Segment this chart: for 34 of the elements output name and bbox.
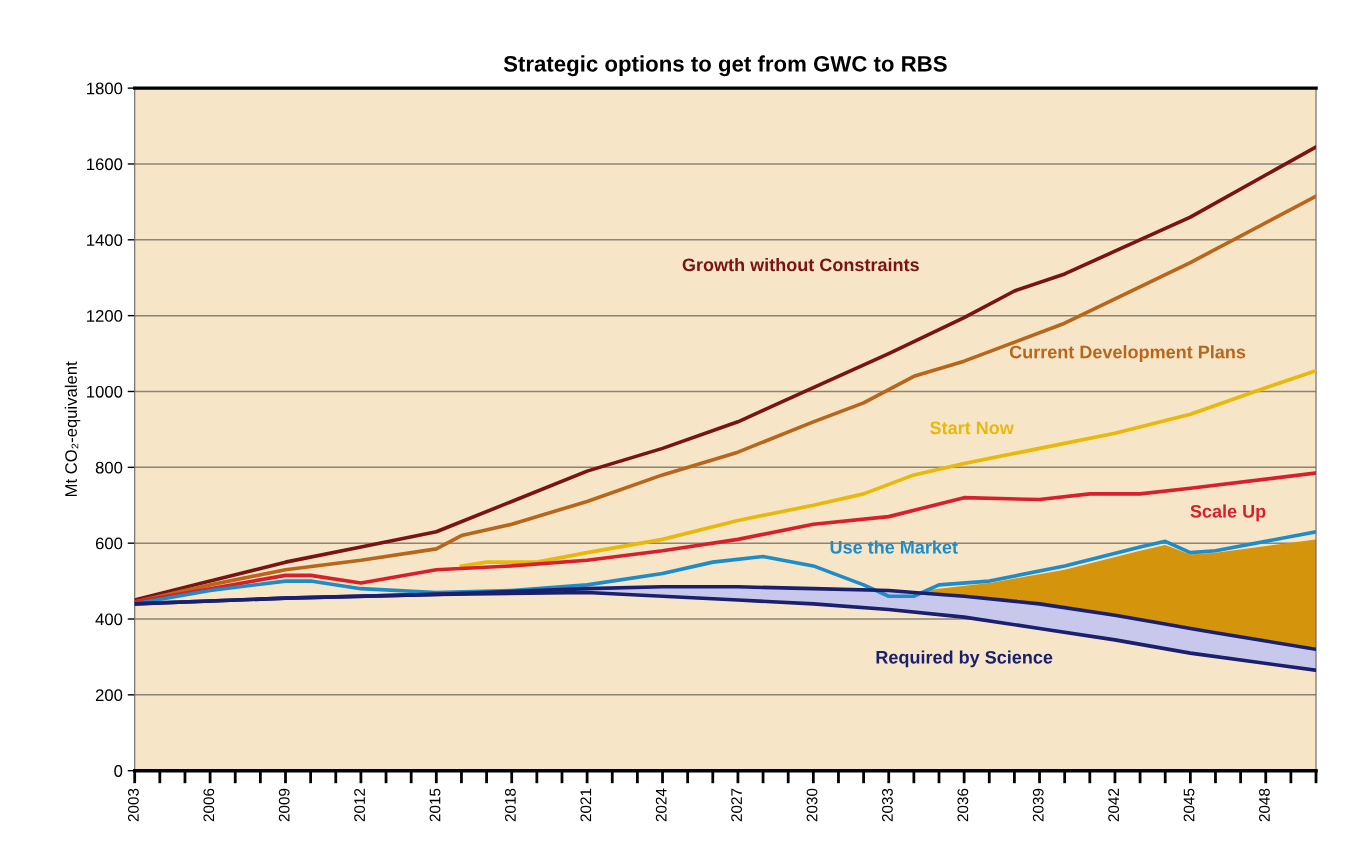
x-tick-label: 2045 — [1183, 788, 1195, 822]
series-label: Use the Market — [830, 540, 958, 554]
x-tick-label: 2021 — [580, 788, 592, 822]
x-tick-label: 2024 — [655, 788, 667, 822]
y-tick-label: 200 — [95, 689, 123, 702]
y-tick-label: 800 — [95, 461, 123, 474]
y-tick-label: 400 — [95, 613, 123, 626]
series-label: Scale Up — [1190, 504, 1266, 522]
x-tick-label: 2027 — [731, 788, 743, 822]
x-tick-label: 2042 — [1108, 788, 1120, 822]
x-tick-label: 2003 — [127, 788, 139, 822]
y-tick-label: 1000 — [87, 385, 123, 398]
y-tick-label: 600 — [95, 537, 123, 550]
x-tick-label: 2036 — [957, 788, 969, 822]
x-tick-label: 2048 — [1259, 788, 1270, 822]
x-tick-label: 2009 — [278, 788, 290, 822]
x-tick-label: 2030 — [806, 788, 818, 822]
x-tick-label: 2033 — [882, 788, 893, 822]
series-label: Start Now — [930, 421, 1014, 435]
x-tick-label: 2039 — [1032, 788, 1044, 822]
series-label: Current Development Plans — [1009, 345, 1246, 362]
y-tick-label: 1200 — [87, 310, 123, 322]
x-tick-label: 2006 — [203, 788, 215, 822]
x-tick-label: 2018 — [505, 788, 516, 822]
y-tick-label: 0 — [114, 765, 123, 777]
y-tick-label: 1800 — [87, 82, 123, 95]
y-tick-label: 1600 — [87, 158, 123, 171]
x-tick-label: 2015 — [429, 788, 441, 822]
text: Growth without Constraints — [682, 257, 919, 272]
y-axis-title: Mt CO₂-equivalent — [64, 361, 81, 497]
y-tick-label: 1400 — [87, 234, 123, 247]
x-tick-label: 2012 — [354, 788, 366, 822]
chart-title: Strategic options to get from GWC to RBS — [503, 55, 947, 77]
series-label: Required by Science — [876, 650, 1053, 668]
